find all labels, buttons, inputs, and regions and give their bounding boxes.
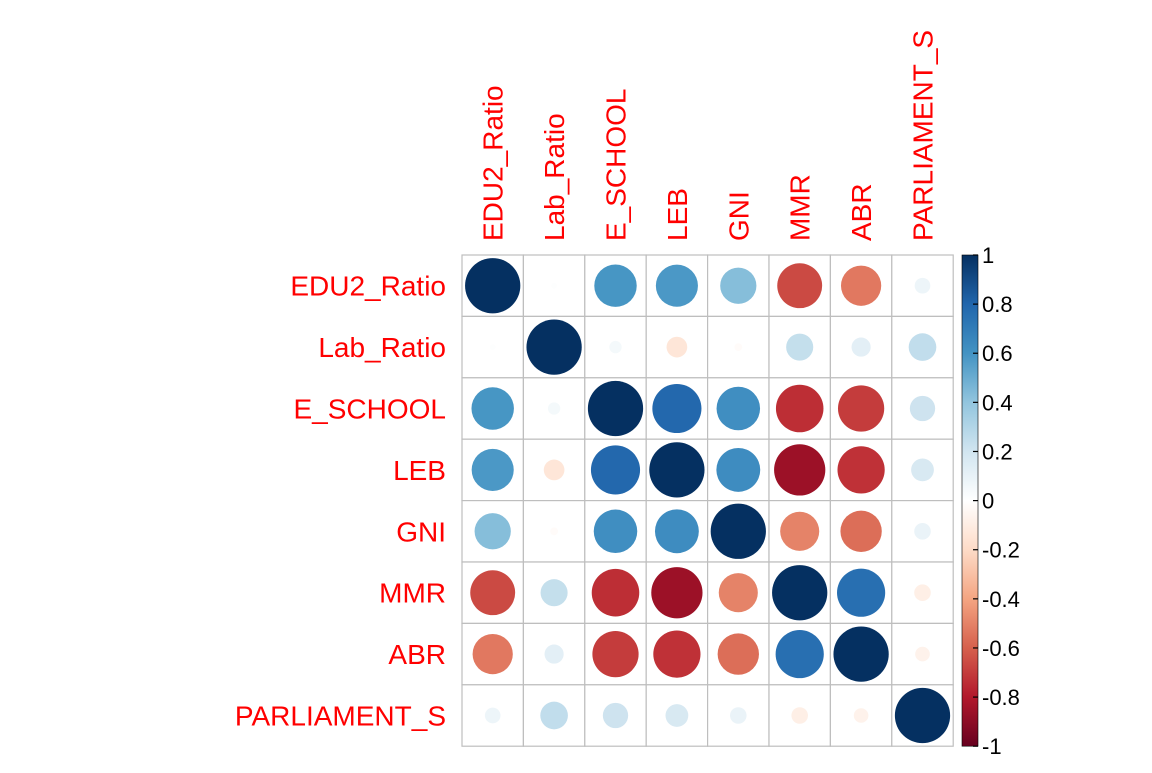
corr-circle-E_SCHOOL-GNI [716,386,761,431]
colorbar-tick-label: -0.6 [982,636,1020,661]
circle-layer [465,258,951,744]
corr-circle-LEB-ABR [837,446,885,494]
colorbar-tick-label: -1 [982,734,1002,759]
colorbar: 1 0.8 0.6 0.4 0.2 0 -0.2 -0.4 -0.6 -0.8 -1 [961,243,1020,759]
row-label-LEB: LEB [393,455,446,486]
corr-circle-LEB-E_SCHOOL [590,445,641,495]
row-label-E_SCHOOL: E_SCHOOL [294,394,447,425]
corr-circle-LEB-Lab_Ratio [543,459,565,481]
corr-circle-E_SCHOOL-MMR [775,384,824,433]
corr-circle-E_SCHOOL-ABR [837,385,885,432]
corr-circle-GNI-E_SCHOOL [593,509,638,554]
corr-circle-EDU2_Ratio-PARLIAMENT_S [914,277,931,294]
corr-circle-EDU2_Ratio-Lab_Ratio [551,282,557,289]
row-label-MMR: MMR [379,578,446,609]
corr-circle-LEB-MMR [774,444,826,496]
corr-circle-ABR-MMR [775,630,824,679]
corr-circle-PARLIAMENT_S-EDU2_Ratio [484,707,501,724]
column-labels: EDU2_Ratio Lab_Ratio E_SCHOOL LEB GNI MMR ABR P… [478,30,939,241]
row-label-ABR: ABR [388,639,446,670]
corr-circle-Lab_Ratio-ABR [851,337,871,357]
column-label-MMR: MMR [785,174,816,241]
corr-circle-EDU2_Ratio-GNI [720,267,757,304]
corr-circle-Lab_Ratio-PARLIAMENT_S [908,333,937,361]
corr-circle-PARLIAMENT_S-MMR [791,707,808,724]
colorbar-tick-label: 0.6 [982,341,1013,366]
colorbar-tick-label: 0.4 [982,390,1013,415]
cell-Lab_Ratio-MMR [768,315,832,379]
corr-circle-PARLIAMENT_S-PARLIAMENT_S [894,687,951,744]
column-label-PARLIAMENT_S: PARLIAMENT_S [908,30,939,241]
corr-circle-ABR-Lab_Ratio [544,644,564,664]
corr-circle-MMR-LEB [651,567,703,619]
corr-circle-ABR-E_SCHOOL [592,630,639,678]
corr-circle-GNI-EDU2_Ratio [474,513,511,550]
corr-circle-Lab_Ratio-GNI [734,343,743,352]
colorbar-tick-label: -0.4 [982,587,1020,612]
corr-circle-E_SCHOOL-E_SCHOOL [587,380,644,437]
row-label-GNI: GNI [396,516,446,547]
column-label-E_SCHOOL: E_SCHOOL [601,89,632,242]
colorbar-tick-label: 0.8 [982,292,1013,317]
corr-circle-Lab_Ratio-LEB [666,336,688,358]
corr-circle-MMR-PARLIAMENT_S [914,584,931,601]
corr-circle-GNI-GNI [710,503,766,559]
corr-circle-EDU2_Ratio-LEB [655,264,698,307]
column-label-ABR: ABR [846,183,877,241]
row-label-EDU2_Ratio: EDU2_Ratio [290,271,446,302]
colorbar-tick-label: 0 [982,489,994,514]
row-label-PARLIAMENT_S: PARLIAMENT_S [235,701,446,732]
column-label-GNI: GNI [723,191,754,241]
corr-circle-ABR-EDU2_Ratio [472,633,513,675]
corr-circle-MMR-Lab_Ratio [540,579,568,607]
corr-circle-Lab_Ratio-E_SCHOOL [609,340,622,354]
corr-circle-E_SCHOOL-EDU2_Ratio [471,387,514,430]
column-label-LEB: LEB [662,188,693,241]
corr-circle-MMR-E_SCHOOL [591,568,640,617]
corr-circle-MMR-ABR [837,568,886,617]
corr-circle-LEB-PARLIAMENT_S [911,458,934,482]
corr-circle-E_SCHOOL-LEB [652,383,702,434]
corr-circle-PARLIAMENT_S-GNI [730,707,747,724]
colorbar-tick-label: -0.2 [982,538,1020,563]
corr-circle-ABR-LEB [653,630,701,678]
corr-circle-Lab_Ratio-EDU2_Ratio [489,344,496,350]
corr-circle-ABR-ABR [833,626,889,682]
corr-circle-E_SCHOOL-PARLIAMENT_S [909,395,936,422]
corr-circle-EDU2_Ratio-E_SCHOOL [594,264,637,307]
colorbar-tick-label: -0.8 [982,685,1020,710]
cell-EDU2_Ratio-PARLIAMENT_S [891,254,954,318]
corr-circle-EDU2_Ratio-ABR [840,265,882,306]
row-labels: EDU2_Ratio Lab_Ratio E_SCHOOL LEB GNI MMR ABR P… [235,271,446,732]
corr-circle-MMR-EDU2_Ratio [470,570,516,616]
column-label-Lab_Ratio: Lab_Ratio [539,113,570,241]
colorbar-tick-label: 1 [982,243,994,268]
corr-circle-MMR-MMR [772,565,828,621]
corr-circle-PARLIAMENT_S-LEB [665,704,689,727]
corr-circle-E_SCHOOL-Lab_Ratio [547,402,561,415]
corr-circle-PARLIAMENT_S-Lab_Ratio [540,701,568,730]
corr-circle-PARLIAMENT_S-ABR [853,708,869,723]
corr-circle-GNI-MMR [780,511,820,551]
colorbar-tick-label: 0.2 [982,439,1013,464]
corr-circle-PARLIAMENT_S-E_SCHOOL [602,702,629,729]
corr-circle-ABR-PARLIAMENT_S [915,646,930,662]
corr-circle-Lab_Ratio-Lab_Ratio [526,319,582,375]
corr-circle-GNI-LEB [654,509,699,554]
corr-circle-LEB-LEB [649,442,705,498]
corr-circle-ABR-GNI [717,633,759,675]
corr-circle-GNI-PARLIAMENT_S [914,523,931,540]
corr-circle-GNI-Lab_Ratio [550,527,559,536]
corr-circle-GNI-ABR [840,510,882,552]
corr-circle-LEB-EDU2_Ratio [471,448,514,491]
row-label-Lab_Ratio: Lab_Ratio [318,332,446,363]
column-label-EDU2_Ratio: EDU2_Ratio [478,85,509,241]
corr-circle-EDU2_Ratio-MMR [777,263,823,309]
corr-circle-MMR-GNI [718,573,758,613]
corr-circle-EDU2_Ratio-EDU2_Ratio [465,258,521,314]
corr-circle-LEB-GNI [716,447,761,492]
corr-circle-Lab_Ratio-MMR [786,333,814,361]
